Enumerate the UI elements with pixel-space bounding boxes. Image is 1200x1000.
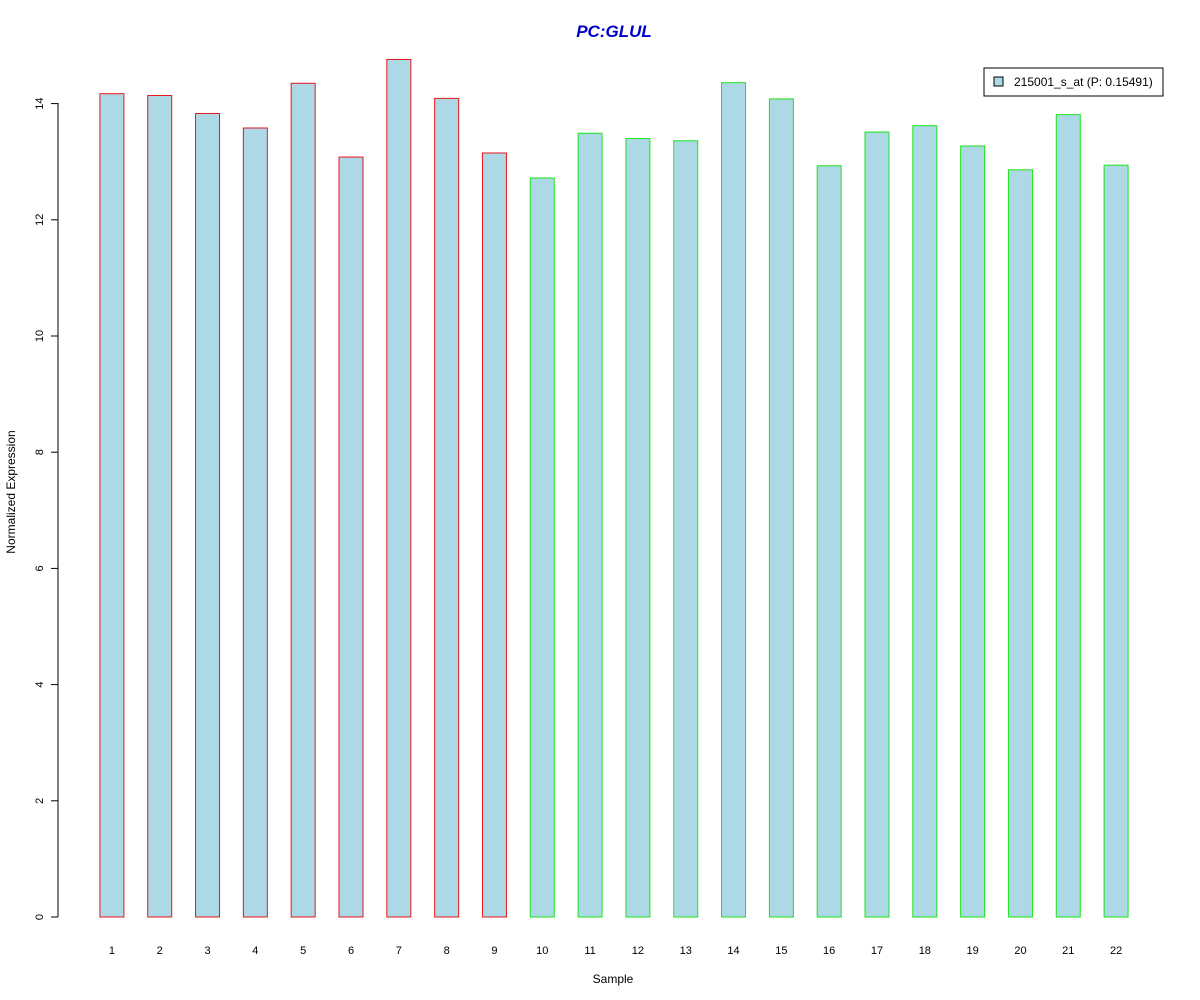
y-tick-label: 14 [34, 97, 46, 109]
x-tick-label: 11 [584, 945, 595, 957]
bar-sample-14 [721, 82, 747, 918]
x-tick-label: 21 [1062, 945, 1074, 957]
bars [99, 58, 1129, 918]
legend-entry-label: 215001_s_at (P: 0.15491) [1014, 75, 1153, 89]
bar-sample-9 [481, 152, 507, 918]
bar-sample-6 [338, 156, 364, 918]
bar-sample-11 [577, 132, 603, 918]
x-tick-label: 3 [204, 945, 210, 957]
bar-sample-19 [960, 145, 986, 918]
x-tick-label: 12 [632, 945, 644, 957]
x-tick-label: 18 [919, 945, 931, 957]
y-axis-label: Normalized Expression [4, 430, 18, 553]
bar-sample-5 [290, 82, 316, 918]
x-tick-label: 16 [823, 945, 835, 957]
x-tick-label: 22 [1110, 945, 1122, 957]
x-tick-label: 10 [536, 945, 548, 957]
bar-sample-1 [99, 93, 125, 918]
x-tick-label: 5 [300, 945, 306, 957]
chart-title: PC:GLUL [576, 22, 652, 41]
bar-sample-22 [1103, 164, 1129, 918]
legend-box [983, 67, 1164, 97]
y-tick-label: 4 [34, 682, 46, 688]
bar-sample-8 [434, 97, 460, 918]
x-tick-label: 19 [967, 945, 979, 957]
x-tick-label: 8 [444, 945, 450, 957]
bar-sample-12 [625, 137, 651, 918]
bar-sample-21 [1055, 114, 1081, 918]
x-tick-label: 20 [1014, 945, 1026, 957]
y-tick-label: 8 [34, 449, 46, 455]
legend: 215001_s_at (P: 0.15491) [983, 67, 1164, 97]
x-tick-label: 6 [348, 945, 354, 957]
x-tick-label: 2 [157, 945, 163, 957]
x-tick-label: 7 [396, 945, 402, 957]
x-axis-label: Sample [593, 972, 634, 986]
y-axis-ticks: 0 2 4 6 8 10 12 14 [34, 97, 58, 920]
x-tick-label: 17 [871, 945, 883, 957]
y-tick-label: 10 [34, 330, 46, 342]
y-tick-label: 2 [34, 798, 46, 804]
bar-sample-13 [673, 140, 699, 918]
bar-sample-3 [195, 112, 221, 918]
y-tick-label: 6 [34, 565, 46, 571]
bar-sample-20 [1007, 169, 1033, 918]
x-tick-label: 9 [491, 945, 497, 957]
x-tick-label: 14 [727, 945, 739, 957]
bar-sample-7 [386, 58, 412, 918]
bar-sample-16 [816, 165, 842, 918]
legend-swatch [993, 76, 1004, 87]
bar-sample-17 [864, 131, 890, 918]
y-tick-label: 12 [34, 214, 46, 226]
x-tick-label: 13 [680, 945, 692, 957]
x-tick-label: 1 [109, 945, 115, 957]
x-tick-label: 4 [252, 945, 258, 957]
x-axis-tick-labels: 1 2 3 4 5 6 7 8 9 10 11 12 13 14 15 16 17 18 19 20 21 22 [109, 945, 1122, 957]
bar-sample-4 [242, 127, 268, 918]
bar-sample-18 [912, 125, 938, 918]
bar-sample-15 [768, 98, 794, 918]
y-tick-label: 0 [34, 914, 46, 920]
bar-sample-2 [147, 94, 173, 918]
bar-sample-10 [529, 177, 555, 918]
x-tick-label: 15 [775, 945, 787, 957]
